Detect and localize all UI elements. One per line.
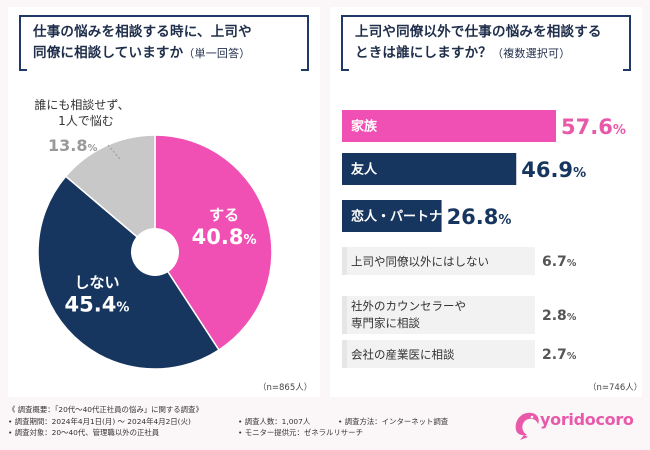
right-question-note: （複数選択可） [492, 47, 571, 60]
bar-2 [342, 200, 442, 232]
pie-label-2-line1: 誰にも相談せず、 [34, 97, 129, 112]
bar-value-2: 26.8% [447, 205, 512, 229]
bar-label-3: 上司や同僚以外にはしない [351, 255, 489, 269]
left-question-note: （単一回答） [183, 47, 251, 60]
pie-slice-1 [37, 175, 220, 370]
right-question-line2-text: ときは誰にしますか？ [355, 45, 492, 61]
bar-value-4: 2.8% [542, 308, 577, 324]
logo-text: yoridocoro [540, 410, 634, 429]
bar-0 [342, 110, 556, 142]
bar-bg-4 [347, 296, 535, 334]
bar-5 [342, 340, 347, 368]
bar-label-4-line1: 社外のカウンセラーや [351, 299, 466, 313]
bar-value-5: 2.7% [542, 347, 577, 363]
footer-provider: • モニター提供元：ゼネラルリサーチ [238, 428, 363, 437]
footer-row-1: • 調査期間：2024年4月1日(月) 〜 2024年4月2日(火) • 調査人… [8, 416, 508, 428]
bar-label-1: 友人 [351, 162, 378, 178]
left-question-line1: 仕事の悩みを相談する時に、上司や [33, 24, 252, 40]
bar-label-0: 家族 [351, 119, 378, 135]
pie-slice-2 [64, 134, 156, 254]
pie-label-2-line2: 1人で悩む [58, 114, 114, 128]
right-n-label: （n=746人） [588, 383, 643, 393]
dolphin-logo-icon [515, 412, 539, 440]
right-question-line1: 上司や同僚以外で仕事の悩みを相談する [355, 24, 602, 40]
left-question-line2-text: 同僚に相談していますか [33, 45, 184, 61]
footer-target: • 調査対象：20〜40代、管理職以外の正社員 [8, 428, 160, 437]
left-question-box: 仕事の悩みを相談する時に、上司や 同僚に相談していますか（単一回答） [19, 15, 309, 71]
left-n-label: （n=865人） [258, 383, 313, 393]
left-question-line2: 同僚に相談していますか（単一回答） [33, 43, 297, 64]
bar-value-3: 6.7% [542, 254, 577, 270]
bar-value-0: 57.6% [561, 115, 626, 139]
survey-footer: 《 調査概要：「20代〜40代正社員の悩み」に関する調査》 • 調査期間：202… [8, 404, 508, 439]
bar-value-1: 46.9% [521, 158, 586, 182]
right-question-box: 上司や同僚以外で仕事の悩みを相談する ときは誰にしますか？（複数選択可） [341, 15, 631, 71]
pie-label-0: する [209, 206, 239, 224]
bar-label-5: 会社の産業医に相談 [351, 348, 455, 362]
bar-bg-5 [347, 340, 535, 368]
bar-4 [342, 296, 347, 334]
pie-leader-line [107, 144, 121, 160]
logo: yoridocoro [510, 404, 640, 444]
footer-period: • 調査期間：2024年4月1日(月) 〜 2024年4月2日(火) [8, 416, 191, 426]
footer-title: 《 調査概要：「20代〜40代正社員の悩み」に関する調査》 [8, 405, 203, 414]
right-question-line2: ときは誰にしますか？（複数選択可） [355, 43, 619, 64]
footer-method: • 調査方法：インターネット調査 [338, 416, 449, 426]
footer-row-2: • 調査対象：20〜40代、管理職以外の正社員 • モニター提供元：ゼネラルリサ… [8, 427, 508, 439]
left-panel: 仕事の悩みを相談する時に、上司や 同僚に相談していますか（単一回答） する 40.… [8, 7, 320, 397]
pie-value-0: 40.8% [192, 225, 257, 249]
bar-1 [342, 153, 517, 185]
pie-label-1: しない [74, 274, 119, 292]
bar-bg-3 [347, 247, 535, 275]
pie-value-1: 45.4% [65, 293, 130, 317]
donut-hole [131, 228, 179, 276]
bar-label-4-line2: 専門家に相談 [351, 316, 420, 330]
right-panel: 上司や同僚以外で仕事の悩みを相談する ときは誰にしますか？（複数選択可） 家族 5… [330, 7, 642, 397]
pie-value-2: 13.8% [48, 136, 97, 155]
bar-label-2: 恋人・パートナー [351, 209, 455, 225]
bar-3 [342, 247, 347, 275]
footer-respondents: • 調査人数：1,007人 [238, 416, 311, 426]
